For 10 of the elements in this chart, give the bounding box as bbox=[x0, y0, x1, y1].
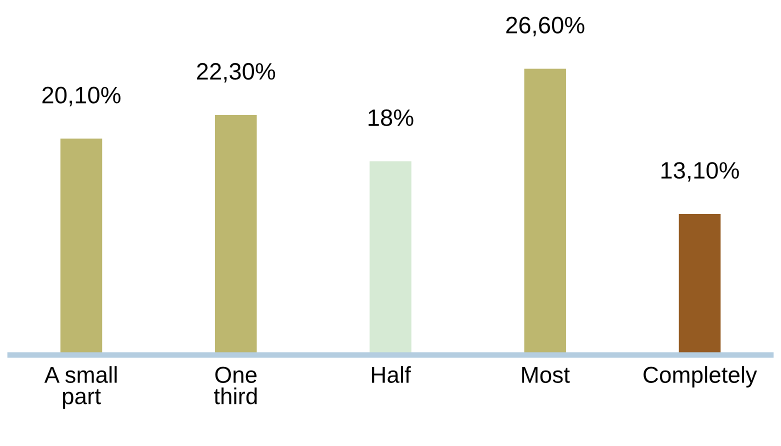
x-tick-label: Most bbox=[522, 366, 570, 383]
x-tick-label: A small part bbox=[44, 366, 117, 409]
x-tick-label: One third bbox=[214, 366, 257, 404]
data-label: 18% bbox=[368, 109, 414, 126]
data-label: 22,30% bbox=[197, 63, 276, 83]
x-tick-label: Completely bbox=[644, 366, 757, 388]
data-label: 26,60% bbox=[506, 16, 584, 36]
data-label: 20,10% bbox=[42, 86, 120, 106]
data-label: 13,10% bbox=[661, 162, 739, 182]
x-tick-label: Half bbox=[372, 366, 411, 383]
